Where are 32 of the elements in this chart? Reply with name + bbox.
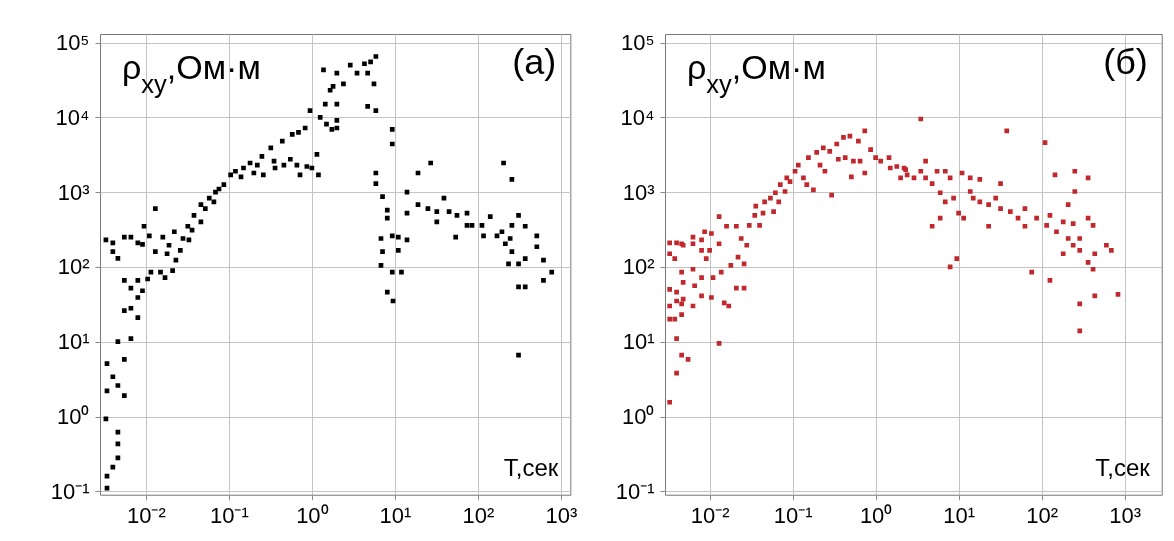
y-tick-label: 10⁵ — [621, 30, 655, 56]
x-tick-label: 10¹ — [379, 503, 412, 529]
y-tick-label: 10⁰ — [57, 404, 90, 430]
y-tick-label: 10¹ — [57, 329, 90, 355]
x-tick-label: 10⁰ — [296, 503, 329, 529]
y-tick-label: 10⁵ — [55, 30, 90, 56]
y-tick-label: 10⁻¹ — [616, 478, 655, 504]
x-tick-label: 10² — [1026, 503, 1059, 529]
x-axis-title: T,сек — [503, 453, 559, 481]
y-tick-label: 10⁴ — [55, 104, 90, 130]
x-tick-label: 10⁻² — [691, 503, 730, 529]
y-tick-label: 10² — [623, 254, 655, 280]
x-axis-title: T,сек — [1095, 453, 1151, 481]
y-tick-label: 10² — [57, 254, 90, 280]
x-tick-label: 10³ — [1109, 503, 1142, 529]
y-tick-label: 10⁰ — [622, 404, 655, 430]
chart-title: (б) — [1103, 41, 1149, 82]
y-axis-title: ρ$_{xy}$,Ом·м — [122, 48, 261, 98]
x-tick-label: 10³ — [545, 503, 578, 529]
x-tick-label: 10² — [462, 503, 495, 529]
x-tick-label: 10⁻¹ — [209, 503, 249, 529]
x-tick-label: 10⁻² — [126, 503, 166, 529]
y-axis-title: ρ$_{xy}$,Ом·м — [687, 48, 827, 98]
x-tick-label: 10⁻¹ — [774, 503, 813, 529]
y-tick-label: 10³ — [623, 179, 655, 205]
x-tick-label: 10¹ — [943, 503, 976, 529]
x-tick-label: 10⁰ — [860, 503, 893, 529]
chart-title: (a) — [512, 41, 557, 82]
y-tick-label: 10⁴ — [620, 104, 655, 130]
y-tick-label: 10³ — [57, 179, 90, 205]
y-tick-label: 10⁻¹ — [50, 478, 90, 504]
y-tick-label: 10¹ — [623, 329, 655, 355]
